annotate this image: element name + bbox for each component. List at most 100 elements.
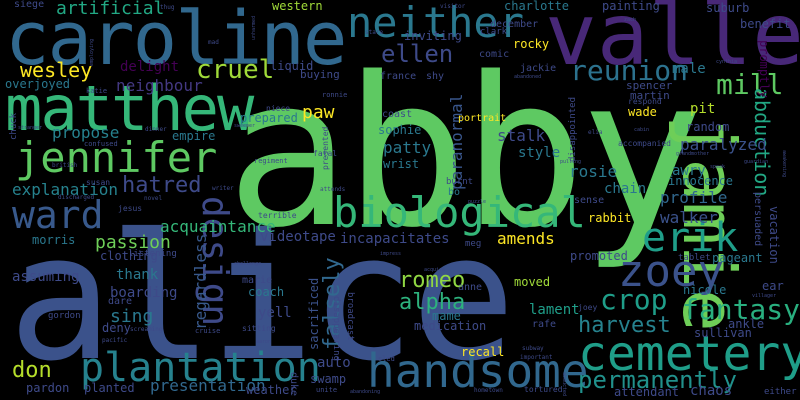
- word-comic: comic: [479, 49, 510, 60]
- word-auto: auto: [317, 355, 351, 371]
- word-december: december: [490, 19, 539, 30]
- word-terrible: terrible: [258, 211, 297, 220]
- word-mill: mill: [716, 68, 784, 101]
- word-clothing: clothing: [100, 249, 158, 263]
- word-meg: meg: [465, 239, 482, 249]
- word-benefit: benefit: [740, 17, 791, 31]
- word-cruise: cruise: [195, 327, 221, 335]
- word-assuming: assuming: [12, 269, 80, 285]
- word-bo: bo: [448, 187, 461, 198]
- word-random: random: [686, 120, 730, 134]
- word-spencer: spencer: [626, 79, 673, 92]
- word-profile: profile: [660, 188, 728, 207]
- word-ankle: ankle: [728, 317, 765, 331]
- word-awry: awry: [672, 163, 706, 179]
- word-jesus: jesus: [118, 204, 143, 213]
- word-disappointed: disappointed: [568, 96, 578, 162]
- word-style: style: [518, 145, 561, 161]
- word-walker: walker: [660, 208, 718, 227]
- word-abandoning: abandoning: [350, 389, 381, 395]
- word-portrait: portrait: [458, 113, 507, 124]
- word-caroline: caroline: [5, 0, 347, 82]
- word-coach: coach: [248, 285, 285, 299]
- word-broadcast: broadcast: [345, 292, 355, 341]
- word-swamp: swamp: [310, 372, 347, 386]
- word-videotape: videotape: [260, 229, 336, 245]
- word-don: don: [12, 358, 52, 383]
- word-chain: chain: [604, 181, 647, 197]
- word-sing: sing: [110, 306, 154, 327]
- word-chaos: chaos: [690, 383, 733, 399]
- word-stare: stare: [365, 29, 384, 36]
- word-martin: martin: [630, 89, 670, 102]
- word-painting: painting: [602, 0, 660, 13]
- word-susan: susan: [86, 178, 111, 187]
- word-ear: ear: [762, 279, 784, 293]
- word-marie: marie: [242, 275, 273, 286]
- word-presentation: presentation: [150, 376, 266, 395]
- word-dinner: dinner: [145, 126, 167, 133]
- word-planted: planted: [84, 381, 135, 395]
- word-rocky: rocky: [513, 37, 550, 51]
- word-paranormal: paranormal: [447, 93, 466, 190]
- word-wesley: wesley: [20, 58, 93, 82]
- word-mad: mad: [208, 39, 219, 46]
- word-passion: passion: [95, 232, 171, 253]
- word-sitting: sitting: [242, 324, 276, 333]
- word-zach: zach: [624, 17, 637, 23]
- word-abby: abby: [226, 33, 704, 273]
- word-unite: unite: [316, 386, 338, 394]
- word-unharmed: unharmed: [251, 15, 257, 40]
- word-pardon: pardon: [26, 381, 70, 395]
- word-handsome: handsome: [367, 344, 589, 398]
- word-cabin: cabin: [634, 127, 650, 133]
- word-siege: siege: [14, 0, 45, 10]
- word-explanation: explanation: [12, 180, 118, 199]
- word-sled: sled: [378, 355, 395, 363]
- word-important: important: [520, 354, 553, 361]
- word-attendant: attendant: [614, 385, 680, 399]
- word-screaming: screaming: [130, 326, 163, 333]
- word-persuaded: persuaded: [752, 192, 763, 247]
- word-ward: ward: [12, 193, 104, 237]
- word-sense: sense: [574, 195, 605, 206]
- word-reunion: reunion: [570, 54, 689, 87]
- word-elia: elia: [588, 129, 603, 136]
- word-pageant: pageant: [712, 251, 763, 265]
- word-weather: weather: [246, 383, 297, 397]
- word-romeo: romeo: [399, 268, 466, 293]
- word-sophie: sophie: [378, 123, 422, 137]
- word-anne: anne: [458, 282, 483, 293]
- word-plantation: plantation: [80, 345, 321, 391]
- word-boarding: boarding: [110, 285, 178, 301]
- word-regiment: regiment: [254, 157, 288, 165]
- word-pulling: pulling: [560, 159, 582, 165]
- word-novel: novel: [144, 195, 163, 202]
- word-abducted: abducted: [561, 372, 567, 397]
- word-accompanied: accompanied: [618, 139, 671, 148]
- word-acquaintance: acquaintance: [160, 217, 276, 236]
- word-neither: neither: [347, 0, 525, 47]
- word-cynthia: cynthia: [716, 59, 738, 65]
- word-respond: respond: [628, 97, 662, 106]
- word-innocence: innocence: [668, 174, 734, 188]
- word-france: france: [380, 71, 417, 82]
- word-aaron: aaron: [256, 339, 272, 345]
- word-fatal: fatal: [313, 149, 338, 158]
- word-alice: alice: [8, 197, 516, 400]
- word-acquire: acquire: [424, 267, 446, 273]
- word-duke: duke: [288, 372, 299, 397]
- word-listening: listening: [128, 249, 177, 259]
- word-ronnie: ronnie: [322, 91, 348, 99]
- word-paralyzed: paralyzed: [680, 135, 767, 154]
- word-promoted: promoted: [570, 249, 628, 263]
- word-regardless: regardless: [191, 233, 210, 330]
- word-empire: empire: [172, 129, 216, 143]
- word-niece: niece: [266, 104, 291, 113]
- word-crop: crop: [600, 283, 668, 316]
- word-wade: wade: [628, 105, 657, 119]
- word-erik: erik: [642, 215, 739, 261]
- word-overjoyed: overjoyed: [5, 77, 71, 91]
- word-harvest: harvest: [578, 313, 671, 338]
- word-pacific: pacific: [102, 337, 128, 344]
